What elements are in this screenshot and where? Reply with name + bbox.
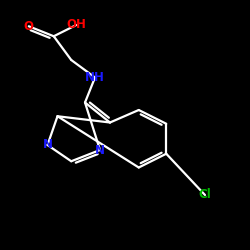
Text: O: O (24, 20, 34, 33)
Text: OH: OH (66, 18, 86, 32)
Text: N: N (42, 138, 52, 151)
Text: N: N (95, 144, 105, 156)
Text: Cl: Cl (198, 188, 211, 202)
Text: NH: NH (85, 71, 105, 84)
